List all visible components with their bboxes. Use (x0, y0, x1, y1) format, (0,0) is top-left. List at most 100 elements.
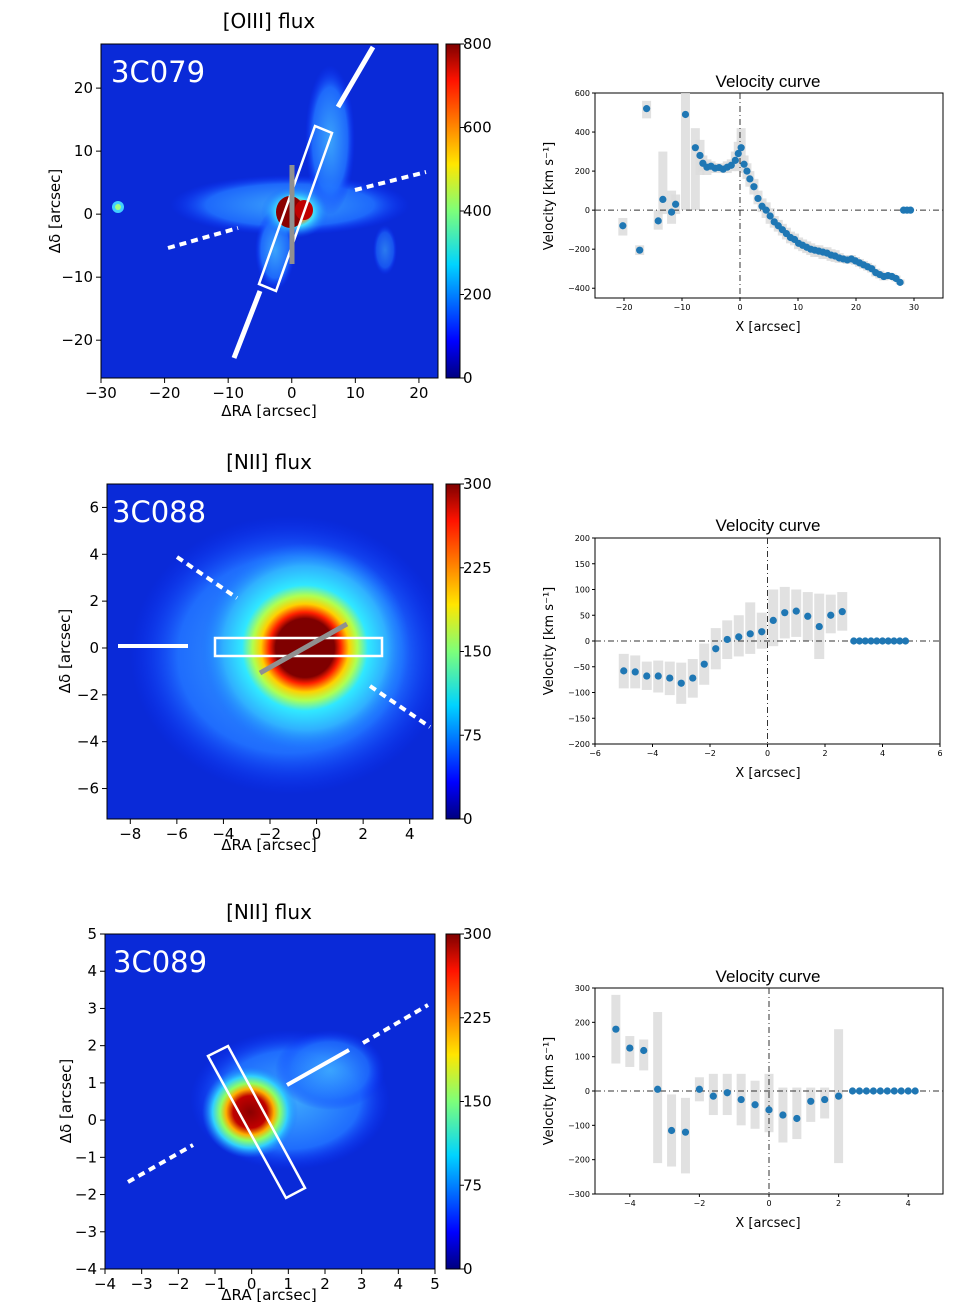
velocity-point (737, 144, 745, 152)
source-label: 3C088 (112, 495, 206, 529)
colorbar-tick-label: 75 (463, 1176, 482, 1194)
y-tick-label: 400 (575, 128, 590, 137)
y-tick-label: −200 (568, 1156, 590, 1165)
y-tick-label: −20 (61, 331, 93, 349)
y-tick-label: −400 (568, 284, 590, 293)
colorbar-ticks: 0 75 150 225 300 (460, 475, 492, 828)
error-band (680, 93, 690, 211)
colorbar-tick-label: 800 (463, 35, 492, 53)
velocity-point (896, 637, 904, 645)
x-tick-label: 4 (405, 825, 415, 843)
colorbar-tick-label: 150 (463, 643, 492, 661)
x-tick-label: −2 (694, 1199, 706, 1208)
velocity-point (643, 672, 651, 680)
x-tick-label: 2 (320, 1275, 330, 1293)
colorbar-tick-label: 200 (463, 286, 492, 304)
slit-and-axis-overlays (127, 1003, 430, 1200)
source-label: 3C089 (113, 945, 207, 979)
velocity-point (792, 607, 800, 615)
velocity-point (654, 1085, 662, 1093)
velocity-point (890, 1087, 898, 1095)
x-tick-label: −2 (704, 749, 716, 758)
velocity-point (765, 1106, 773, 1114)
x-tick-label: −6 (589, 749, 601, 758)
error-band (690, 128, 700, 211)
x-tick-label: 0 (312, 825, 322, 843)
x-tick-label: 4 (906, 1199, 911, 1208)
x-tick-label: 10 (793, 303, 803, 312)
x-tick-label: −20 (149, 384, 181, 402)
velocity-title: Velocity curve (716, 72, 821, 91)
x-tick-label: 2 (836, 1199, 841, 1208)
y-tick-label: 20 (74, 79, 93, 97)
map-axes: −30 −20 −10 0 10 20 −20 −10 0 10 20 (61, 79, 428, 402)
colorbar-tick-label: 225 (463, 1009, 492, 1027)
velocity-point (906, 206, 915, 214)
velocity-panel-3C088: Velocity curve −6 −4 −2 0 2 4 6 −200 −150 −100 −50… (542, 516, 943, 781)
velocity-point (884, 637, 892, 645)
velocity-point (769, 616, 777, 625)
flux-image (101, 44, 438, 378)
velocity-point (712, 645, 720, 653)
y-tick-label: 150 (575, 560, 590, 569)
y-tick-label: −200 (568, 740, 590, 749)
y-tick-label: −3 (75, 1223, 97, 1241)
velocity-point (737, 1095, 745, 1104)
colorbar-tick-label: 0 (463, 369, 473, 387)
velocity-point (636, 246, 644, 254)
x-tick-label: −2 (259, 825, 281, 843)
y-tick-label: −6 (77, 780, 99, 798)
error-band (658, 151, 668, 215)
velocity-point (878, 637, 887, 645)
slit-and-axis-overlays (167, 45, 427, 359)
velocity-point (815, 622, 823, 631)
y-tick-label: −300 (568, 1190, 590, 1199)
colorbar-tick-label: 75 (463, 726, 482, 744)
colorbar-tick-label: 300 (463, 475, 492, 493)
y-tick-label: −10 (61, 268, 93, 286)
x-tick-label: −4 (212, 825, 234, 843)
colorbar (445, 933, 461, 1270)
x-tick-label: −8 (119, 825, 141, 843)
y-tick-label: −50 (573, 663, 590, 672)
velocity-point (855, 1087, 864, 1095)
velocity-point (867, 637, 875, 645)
x-tick-label: −4 (94, 1275, 116, 1293)
colorbar-tick-label: 0 (463, 810, 473, 828)
velocity-point (667, 1126, 676, 1135)
y-tick-label: 200 (575, 167, 590, 176)
velocity-point (735, 633, 743, 641)
velocity-point (897, 1087, 905, 1095)
velocity-point (626, 1044, 634, 1052)
error-band (639, 1039, 649, 1071)
map-xlabel: ΔRA [arcsec] (221, 836, 316, 854)
velocity-point (696, 151, 704, 160)
x-tick-label: −4 (647, 749, 659, 758)
y-tick-label: 600 (575, 89, 590, 98)
x-tick-label: 1 (284, 1275, 294, 1293)
y-tick-label: −100 (568, 689, 590, 698)
x-tick-label: 6 (937, 749, 942, 758)
velocity-point (691, 144, 699, 152)
y-tick-label: 0 (87, 1111, 97, 1129)
colorbar-tick-label: 150 (463, 1093, 492, 1111)
velocity-point (709, 1092, 717, 1100)
y-tick-label: −4 (75, 1260, 97, 1278)
velocity-point (619, 222, 627, 230)
velocity-point (873, 637, 881, 645)
velocity-point (890, 637, 898, 645)
error-band (792, 1087, 802, 1140)
colorbar-tick-label: 300 (463, 925, 492, 943)
velocity-ylabel: Velocity [km s⁻¹] (542, 142, 557, 250)
slit-and-axis-overlays (118, 555, 432, 729)
y-tick-label: 50 (580, 611, 590, 620)
map-title: [NII] flux (226, 450, 312, 474)
velocity-point (754, 194, 762, 203)
velocity-point (723, 635, 731, 644)
x-tick-label: −10 (674, 303, 691, 312)
y-tick-label: 0 (585, 1087, 590, 1096)
x-tick-label: 0 (766, 1199, 771, 1208)
y-tick-label: 6 (89, 498, 99, 516)
y-tick-label: −1 (75, 1148, 97, 1166)
velocity-plot: −20 −10 0 10 20 30 −400 −200 0 200 400 600 (568, 89, 943, 312)
